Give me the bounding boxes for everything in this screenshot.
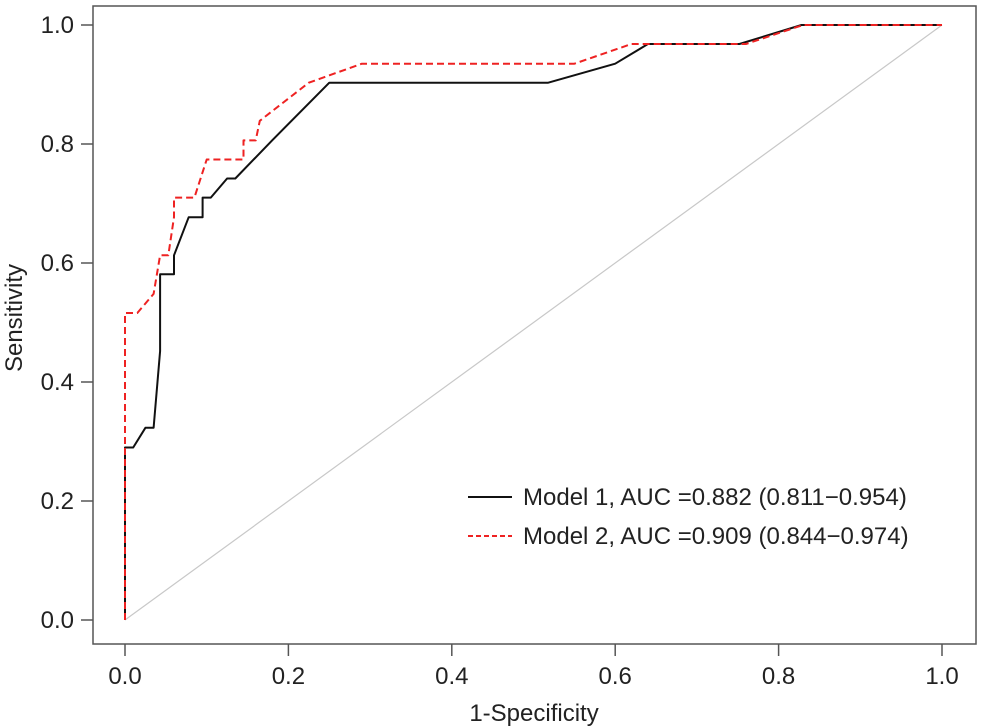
y-axis-title: Sensitivity bbox=[1, 264, 28, 372]
y-tick-label: 0.2 bbox=[41, 488, 74, 515]
x-tick-label: 0.0 bbox=[108, 663, 141, 690]
reference-diagonal-line bbox=[124, 24, 943, 621]
x-axis: 0.0 0.2 0.4 0.6 0.8 1.0 bbox=[108, 644, 959, 690]
legend: Model 1, AUC =0.882 (0.811−0.954) Model 2… bbox=[468, 484, 909, 550]
x-tick-label: 1.0 bbox=[925, 663, 958, 690]
legend-label-model-2: Model 2, AUC =0.909 (0.844−0.974) bbox=[523, 523, 909, 550]
y-tick-label: 0.0 bbox=[41, 607, 74, 634]
y-tick-label: 1.0 bbox=[41, 12, 74, 39]
x-tick-label: 0.8 bbox=[762, 663, 795, 690]
y-tick-label: 0.8 bbox=[41, 131, 74, 158]
x-tick-label: 0.2 bbox=[272, 663, 305, 690]
y-axis: 0.0 0.2 0.4 0.6 0.8 1.0 bbox=[41, 12, 93, 634]
series-layer bbox=[124, 24, 943, 621]
x-tick-label: 0.4 bbox=[435, 663, 468, 690]
x-axis-title: 1-Specificity bbox=[469, 700, 598, 727]
legend-label-model-1: Model 1, AUC =0.882 (0.811−0.954) bbox=[523, 484, 907, 511]
y-tick-label: 0.4 bbox=[41, 369, 74, 396]
x-tick-label: 0.6 bbox=[599, 663, 632, 690]
y-tick-label: 0.6 bbox=[41, 250, 74, 277]
series-line-model-2 bbox=[124, 24, 942, 620]
series-line-model-1 bbox=[124, 24, 942, 620]
plot-frame bbox=[92, 5, 977, 645]
